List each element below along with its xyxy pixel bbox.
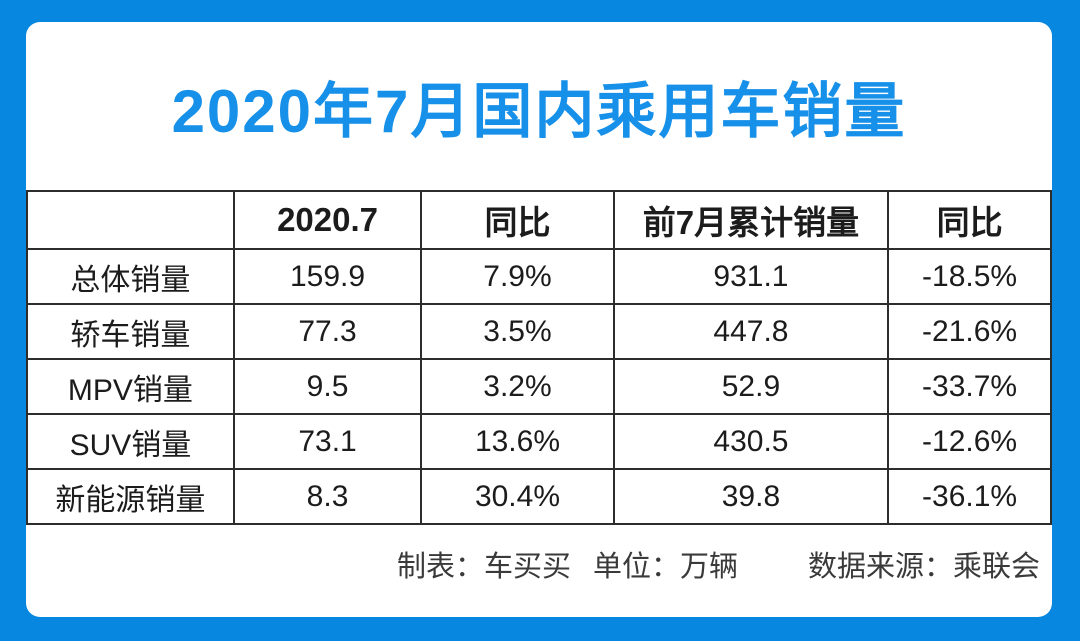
row-label: MPV销量 — [26, 358, 235, 415]
table-cell: 7.9% — [420, 248, 615, 305]
table-cell: 39.8 — [612, 468, 890, 525]
table-cell: 159.9 — [232, 248, 423, 305]
table-row-total: 总体销量 159.9 7.9% 931.1 -18.5% — [26, 248, 1052, 305]
footer-source: 数据来源：乘联会 — [807, 551, 1040, 583]
row-label: 新能源销量 — [26, 468, 235, 525]
table-row-mpv: MPV销量 9.5 3.2% 52.9 -33.7% — [26, 358, 1052, 415]
column-header-yoy-month: 同比 — [420, 190, 615, 250]
table-cell: 30.4% — [420, 468, 615, 525]
table-row-nev: 新能源销量 8.3 30.4% 39.8 -36.1% — [26, 468, 1052, 525]
column-header-yoy-cumulative: 同比 — [887, 190, 1052, 250]
table-cell: 9.5 — [232, 358, 423, 415]
table-cell: 13.6% — [420, 413, 615, 470]
table-cell: 3.2% — [420, 358, 615, 415]
column-header-cumulative: 前7月累计销量 — [612, 190, 890, 250]
table-cell: 77.3 — [232, 303, 423, 360]
title-area: 2020年7月国内乘用车销量 — [26, 22, 1052, 190]
table-cell: 73.1 — [232, 413, 423, 470]
table-cell: 447.8 — [612, 303, 890, 360]
page-title: 2020年7月国内乘用车销量 — [171, 77, 907, 145]
column-header-blank — [26, 190, 235, 250]
table-cell: 3.5% — [420, 303, 615, 360]
column-header-month: 2020.7 — [232, 190, 423, 250]
table-cell: 8.3 — [232, 468, 423, 525]
table-cell: 430.5 — [612, 413, 890, 470]
table-header-row: 2020.7 同比 前7月累计销量 同比 — [26, 190, 1052, 250]
table-row-suv: SUV销量 73.1 13.6% 430.5 -12.6% — [26, 413, 1052, 470]
table-cell: -33.7% — [887, 358, 1052, 415]
row-label: 总体销量 — [26, 248, 235, 305]
table-cell: -12.6% — [887, 413, 1052, 470]
content-card: 2020年7月国内乘用车销量 2020.7 同比 前7月累计销量 同比 — [26, 22, 1052, 617]
row-label: SUV销量 — [26, 413, 235, 470]
table-cell: 52.9 — [612, 358, 890, 415]
table-cell: -18.5% — [887, 248, 1052, 305]
table-cell: 931.1 — [612, 248, 890, 305]
footer-note: 制表：车买买 单位：万辆 数据来源：乘联会 — [26, 525, 1052, 603]
table-row-sedan: 轿车销量 77.3 3.5% 447.8 -21.6% — [26, 303, 1052, 360]
row-label: 轿车销量 — [26, 303, 235, 360]
sales-table: 2020.7 同比 前7月累计销量 同比 总体销量 159.9 7.9% 931… — [26, 190, 1052, 525]
footer-unit: 单位：万辆 — [592, 551, 738, 583]
footer-maker: 制表：车买买 — [396, 551, 571, 583]
table-cell: -21.6% — [887, 303, 1052, 360]
table-cell: -36.1% — [887, 468, 1052, 525]
